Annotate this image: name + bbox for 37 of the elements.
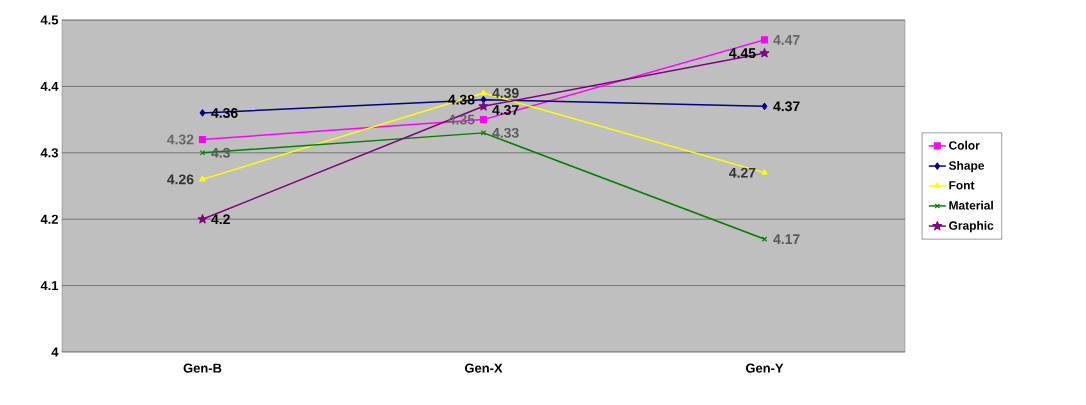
point — [480, 89, 487, 96]
point — [761, 169, 768, 175]
legend-label: Graphic — [949, 220, 994, 233]
legend-label: Shape — [948, 161, 985, 173]
legend-label: Font — [949, 181, 975, 190]
data-label: 4.32 — [167, 134, 194, 145]
point — [198, 135, 207, 144]
y-tick-label: 4.3 — [40, 148, 59, 158]
point — [480, 130, 487, 136]
point — [199, 109, 206, 117]
x-tick-label: Gen-X — [464, 363, 503, 373]
y-tick-label: 4 — [51, 347, 59, 357]
y-tick-label: 4.2 — [40, 214, 58, 224]
legend-label: Color — [949, 140, 980, 150]
y-tick-label: 4.5 — [40, 15, 59, 25]
point — [761, 102, 768, 110]
y-tick-label: 4.4 — [40, 81, 59, 91]
data-label: 4.37 — [773, 101, 800, 112]
legend-label: Material — [949, 200, 993, 210]
data-label: 4.27 — [729, 167, 756, 178]
data-label: 4.26 — [167, 174, 194, 185]
data-label: 4.47 — [773, 35, 800, 45]
x-tick-label: Gen-Y — [745, 363, 784, 373]
data-label: 4.45 — [729, 48, 756, 59]
point — [759, 48, 770, 58]
point — [197, 214, 208, 224]
point — [478, 101, 489, 111]
data-label: 4.2 — [211, 214, 230, 225]
data-label: 4.37 — [492, 105, 519, 115]
data-label: 4.17 — [773, 234, 800, 244]
point — [199, 175, 206, 182]
data-label: 4.39 — [492, 88, 519, 98]
x-tick-label: Gen-B — [183, 363, 222, 373]
y-tick-label: 4.1 — [40, 281, 59, 291]
point — [760, 36, 769, 44]
data-label: 4.33 — [492, 127, 519, 138]
point — [479, 116, 488, 124]
